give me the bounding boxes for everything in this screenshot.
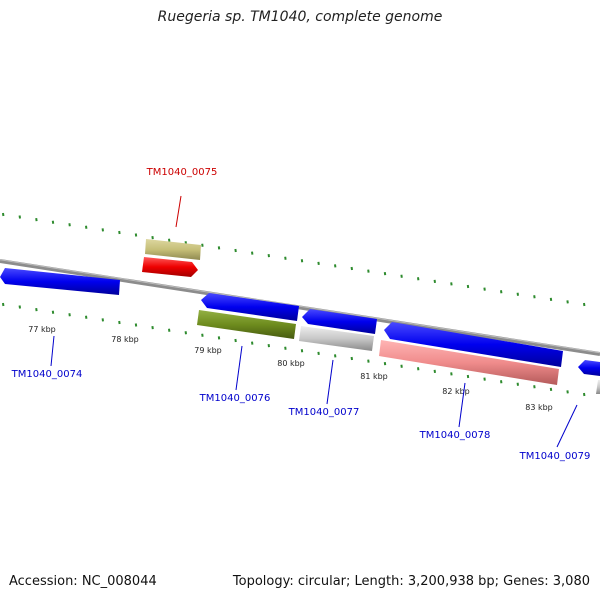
gene-label-leader	[326, 359, 334, 405]
cds-feature-0076[interactable]	[201, 293, 299, 321]
scale-tick-label: 83 kbp	[525, 403, 553, 412]
cds-feature-0074[interactable]	[0, 268, 120, 295]
gene-label-leader	[556, 404, 578, 448]
cds-feature-0078[interactable]	[384, 322, 563, 367]
gene-label-0076[interactable]: TM1040_0076	[199, 393, 271, 404]
cds-feature-0077-lower[interactable]	[299, 326, 374, 351]
gene-label-0077[interactable]: TM1040_0077	[288, 407, 360, 418]
genome-backbone-highlight	[0, 259, 600, 354]
gene-label-0079[interactable]: TM1040_0079	[519, 451, 591, 462]
accession-text: Accession: NC_008044	[9, 574, 157, 589]
gene-label-0074[interactable]: TM1040_0074	[11, 369, 83, 380]
gene-label-0075[interactable]: TM1040_0075	[146, 167, 218, 178]
genome-summary-text: Topology: circular; Length: 3,200,938 bp…	[232, 574, 590, 589]
scale-tick-label: 79 kbp	[194, 346, 222, 355]
cds-feature-0079[interactable]	[578, 360, 600, 376]
scale-tick-label: 81 kbp	[360, 372, 388, 381]
gene-label-leader	[50, 335, 55, 367]
scale-tick-label: 78 kbp	[111, 335, 139, 344]
cds-feature-0077[interactable]	[302, 309, 377, 334]
gene-label-leader	[235, 345, 243, 391]
scale-tick-label: 80 kbp	[277, 359, 305, 368]
cds-feature-partial[interactable]	[596, 380, 600, 394]
cds-feature-0076-lower[interactable]	[197, 310, 296, 339]
genome-backbone	[0, 259, 600, 356]
cds-feature-0075-upper[interactable]	[145, 239, 201, 260]
gene-label-leader	[175, 195, 182, 228]
scale-tick-label: 77 kbp	[28, 325, 56, 334]
gene-label-leader	[458, 382, 466, 428]
scale-tick-label: 82 kbp	[442, 387, 470, 396]
cds-feature-0078-lower[interactable]	[379, 340, 559, 385]
map-title: Ruegeria sp. TM1040, complete genome	[157, 9, 443, 25]
lower-tick-ring	[2, 302, 586, 397]
gene-label-0078[interactable]: TM1040_0078	[419, 430, 491, 441]
cds-feature-0075[interactable]	[142, 257, 198, 277]
